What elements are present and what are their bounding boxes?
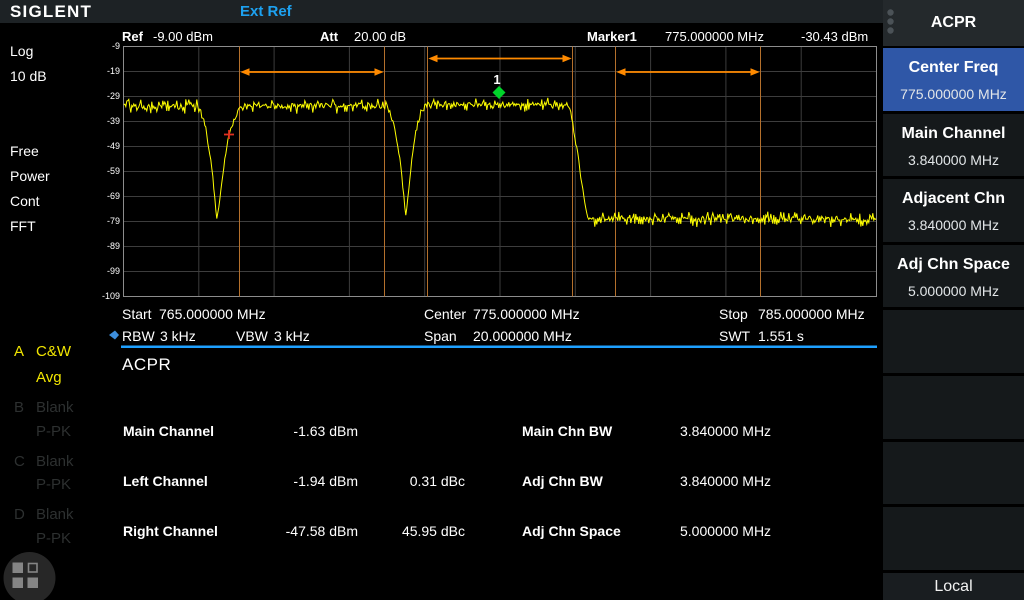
svg-text:1: 1	[493, 72, 500, 87]
